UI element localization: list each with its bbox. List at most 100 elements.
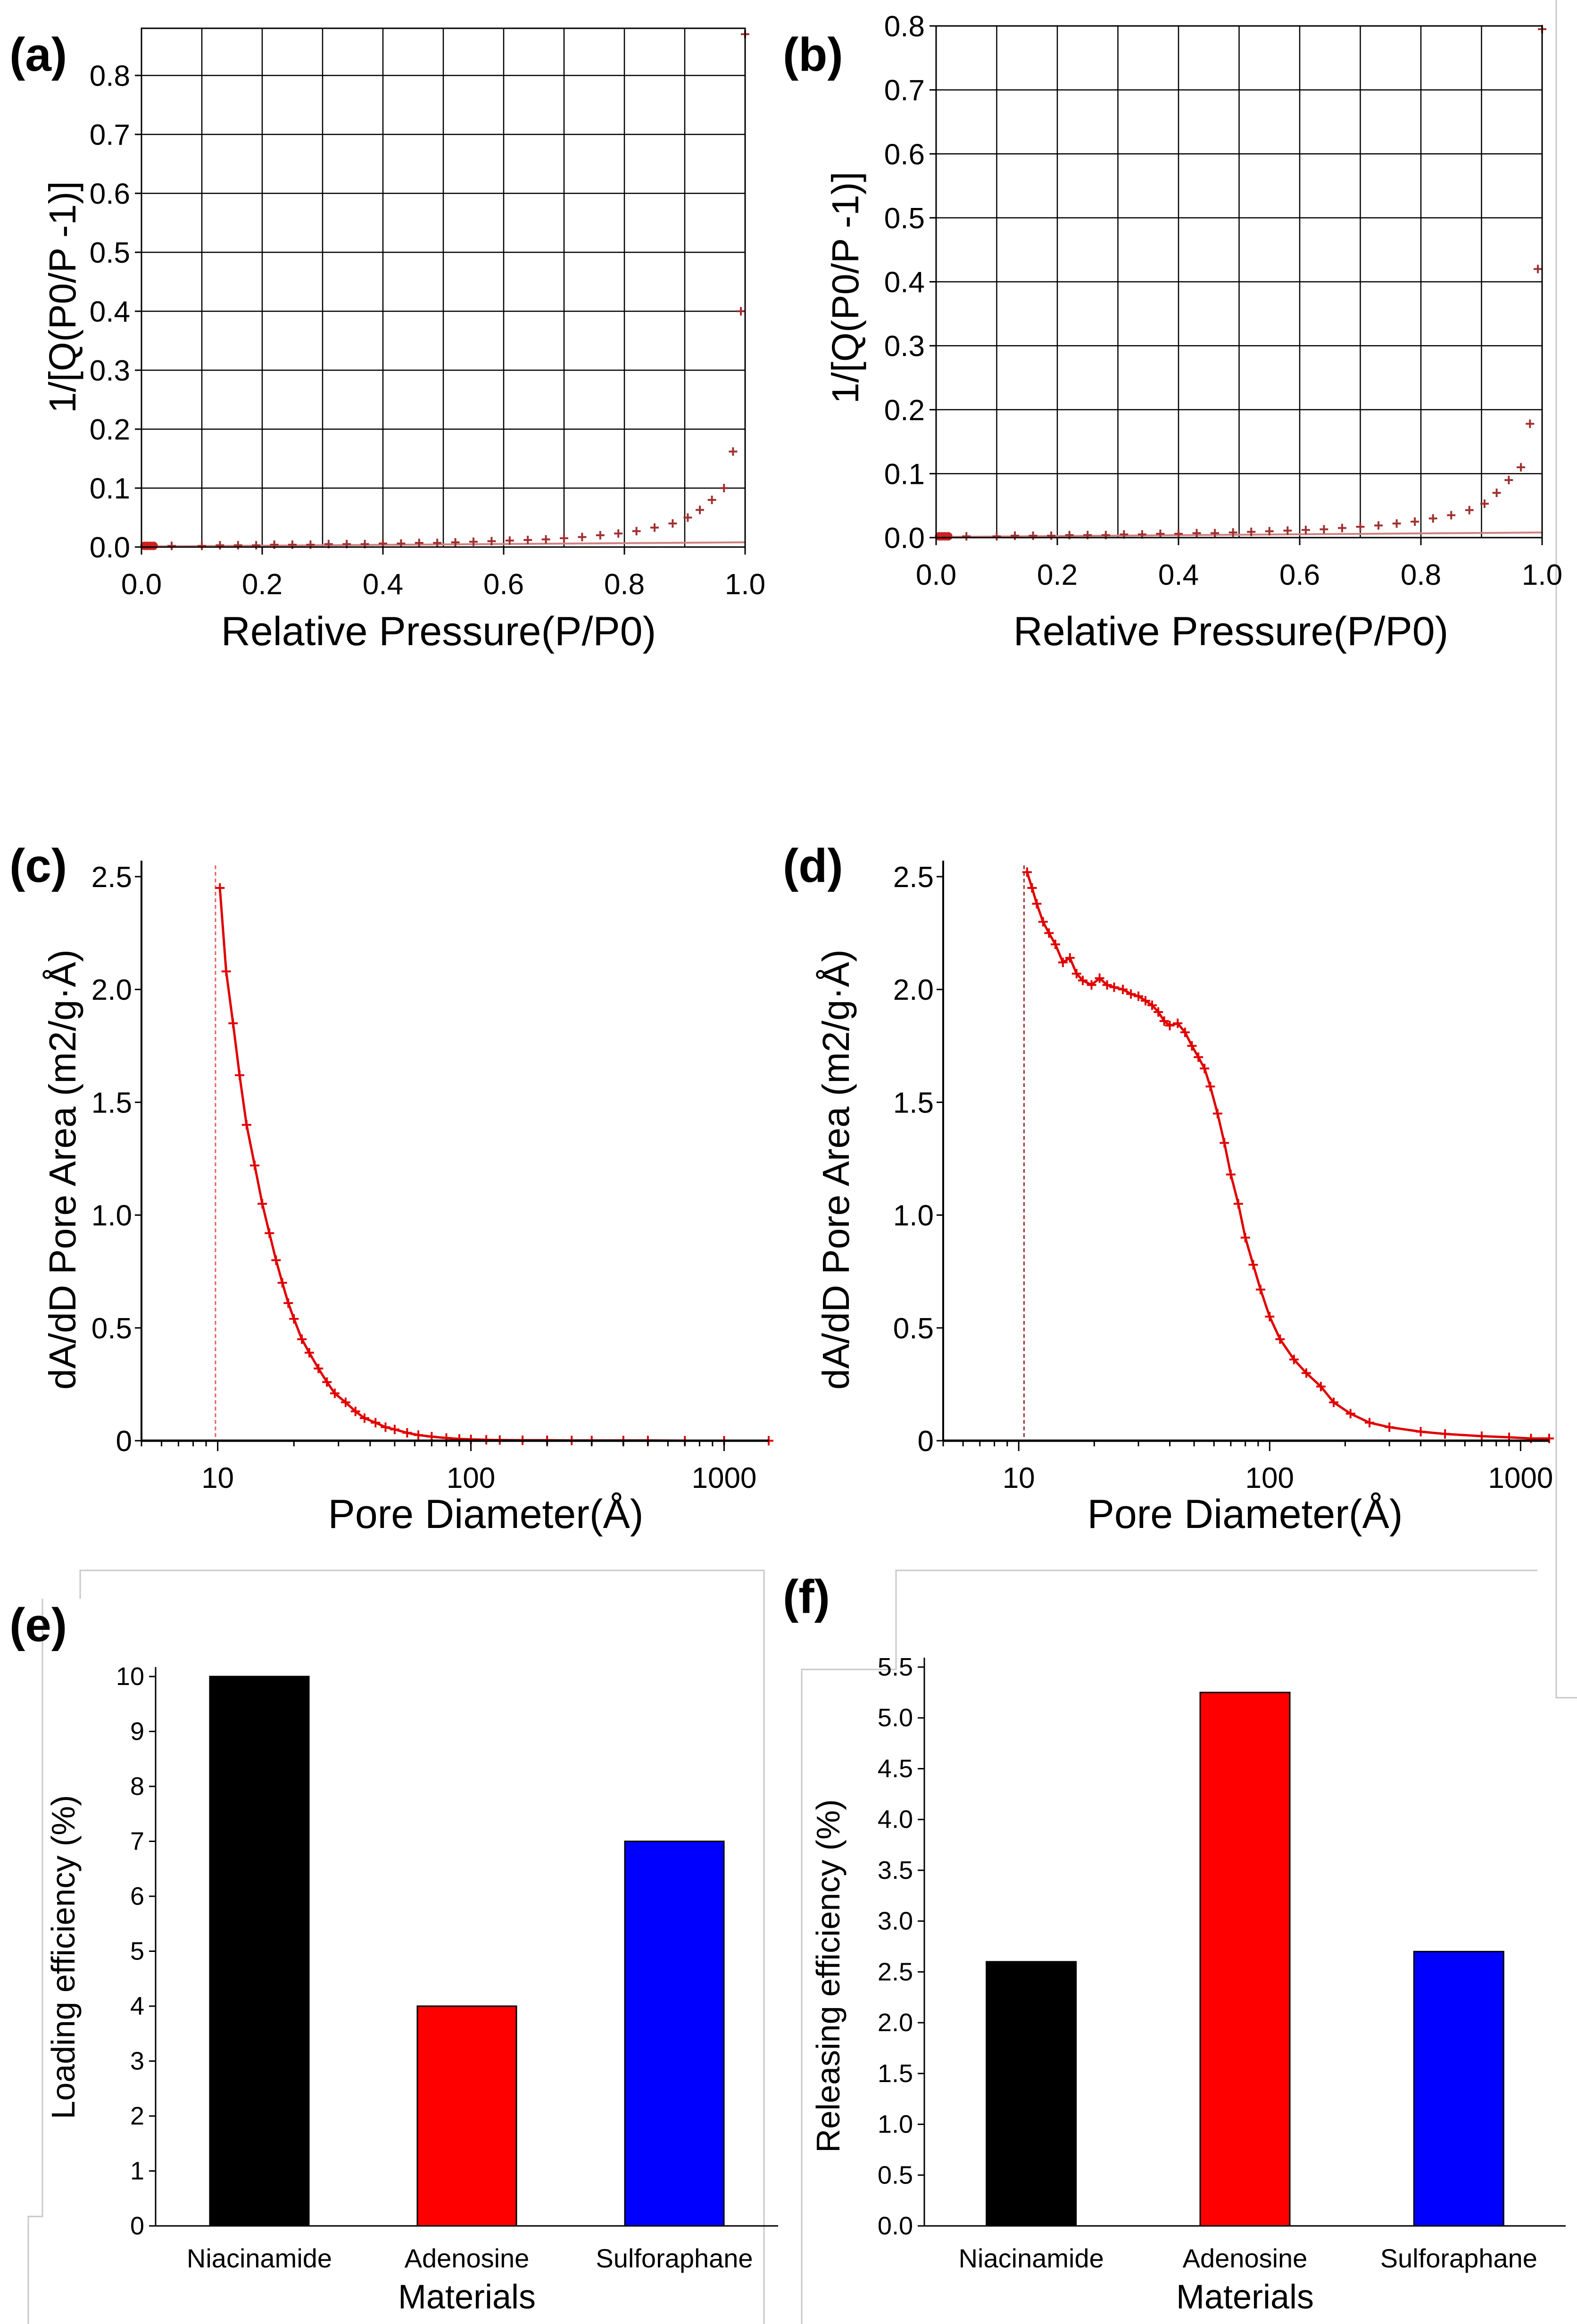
data-point-marker (149, 541, 158, 550)
data-points-a (140, 30, 749, 550)
x-tick-label: 1.0 (725, 568, 765, 601)
chart-panel-d: (d) 10 100 1000 0 0.5 1.0 1.5 2.0 2.5 Po… (783, 839, 1554, 1537)
data-point (1356, 522, 1365, 531)
x-tick-label: 0.4 (1158, 559, 1199, 591)
x-axis-title-e: Materials (398, 2278, 536, 2316)
data-point (1211, 529, 1220, 538)
gridlines-b (936, 25, 1542, 539)
category-label: Adenosine (1183, 2243, 1308, 2273)
data-point (1134, 991, 1144, 1001)
x-tick-label: 0.8 (1401, 559, 1441, 591)
y-tick-label: 1.5 (878, 2059, 913, 2088)
panel-label-a: (a) (9, 28, 67, 81)
data-point (215, 883, 225, 893)
x-tick-label: 0.0 (916, 559, 956, 591)
data-point (1140, 996, 1150, 1006)
data-point (1065, 953, 1075, 963)
data-point (962, 532, 971, 541)
axes-c (135, 861, 769, 1451)
data-point (1365, 1418, 1375, 1428)
data-point (650, 523, 659, 532)
data-point (234, 1070, 244, 1080)
y-tick-label: 0.1 (884, 458, 925, 490)
y-tick-label: 5.0 (878, 1704, 913, 1732)
data-point (1440, 1429, 1450, 1439)
x-tick-label: 0.6 (1279, 559, 1320, 591)
data-point (1275, 1334, 1285, 1344)
data-points-d (1022, 867, 1554, 1444)
category-label: Niacinamide (959, 2243, 1104, 2273)
data-point (1220, 1138, 1229, 1148)
data-point (297, 1334, 307, 1344)
y-tick-label: 0 (116, 1425, 132, 1458)
y-tick-label: 0.1 (90, 473, 130, 505)
y-tick-label: 6 (130, 1882, 144, 1910)
data-point (1240, 1233, 1250, 1243)
data-point (198, 541, 206, 550)
data-point (1416, 1427, 1426, 1436)
y-tick-label: 0.5 (893, 1312, 934, 1345)
data-point (402, 1428, 412, 1438)
data-point (1504, 475, 1513, 484)
y-tick-label: 2.0 (91, 974, 132, 1006)
y-tick-label: 0.8 (90, 60, 130, 92)
y-tick-label: 0.6 (90, 178, 130, 210)
data-point (1011, 531, 1020, 540)
category-labels-f: Niacinamide Adenosine Sulforaphane (959, 2243, 1537, 2273)
data-line-d (1026, 872, 1549, 1440)
y-tick-label: 2.0 (893, 974, 934, 1006)
x-tick-label: 100 (1245, 1462, 1294, 1494)
data-point (1248, 1260, 1258, 1270)
data-point (668, 519, 677, 528)
data-point (1192, 529, 1201, 538)
data-point (541, 535, 550, 544)
y-tick-label: 0.5 (90, 237, 130, 269)
y-tick-label: 0.7 (884, 75, 925, 107)
x-tick-labels-b: 0.0 0.2 0.4 0.6 0.8 1.0 (916, 559, 1562, 591)
data-point (381, 1422, 390, 1432)
bars-e (209, 1676, 725, 2227)
data-point (433, 539, 442, 548)
data-point (992, 532, 1001, 541)
data-point (696, 506, 704, 515)
data-point (1492, 489, 1501, 498)
y-tick-label: 0.5 (91, 1312, 132, 1345)
x-axis-title-f: Materials (1176, 2278, 1314, 2316)
data-point (390, 1425, 399, 1435)
data-point (149, 541, 158, 550)
data-point (1180, 1028, 1190, 1038)
data-point (228, 1018, 238, 1028)
y-axis-title-c: dA/dD Pore Area (m2/g·Å) (42, 949, 83, 1390)
x-tick-label: 0.0 (121, 568, 162, 601)
data-point (1154, 1007, 1163, 1017)
y-tick-label: 2.0 (878, 2009, 913, 2037)
data-point (1465, 506, 1474, 515)
data-point (241, 1120, 251, 1130)
y-tick-label: 0.4 (884, 266, 925, 299)
y-tick-label: 1.0 (91, 1200, 132, 1232)
data-point (1159, 1016, 1169, 1026)
y-tick-label: 0.4 (90, 296, 130, 328)
data-point (277, 1278, 287, 1288)
data-point-marker (944, 532, 953, 541)
panel-label-b: (b) (783, 28, 843, 81)
y-tick-label: 0.0 (878, 2212, 913, 2240)
x-axis-title-d: Pore Diameter(Å) (1087, 1492, 1403, 1537)
y-tick-label: 2.5 (91, 861, 132, 894)
data-point (1316, 1382, 1326, 1392)
data-point (632, 527, 641, 536)
data-point (1301, 525, 1310, 534)
data-point (1447, 511, 1456, 520)
bar (986, 1961, 1077, 2227)
data-point (1200, 1063, 1210, 1073)
y-tick-label: 3.0 (878, 1907, 913, 1935)
data-point (1329, 1397, 1339, 1407)
x-tick-label: 0.4 (363, 568, 403, 601)
y-tick-label: 1.5 (91, 1087, 132, 1119)
data-point (1174, 529, 1183, 538)
data-point (340, 1397, 350, 1407)
y-tick-label: 0.0 (90, 531, 130, 564)
x-tick-label: 0.2 (1037, 559, 1078, 591)
category-label: Sulforaphane (1380, 2243, 1537, 2273)
data-point (233, 541, 242, 550)
